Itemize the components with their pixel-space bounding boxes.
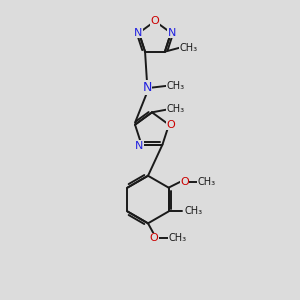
Text: CH₃: CH₃	[197, 177, 215, 187]
Text: CH₃: CH₃	[169, 233, 187, 243]
Text: O: O	[150, 233, 158, 243]
Text: N: N	[142, 81, 152, 94]
Text: CH₃: CH₃	[167, 81, 185, 91]
Text: N: N	[135, 141, 144, 151]
Text: CH₃: CH₃	[180, 43, 198, 53]
Text: CH₃: CH₃	[184, 206, 202, 216]
Text: O: O	[151, 16, 159, 26]
Text: N: N	[168, 28, 176, 38]
Text: O: O	[180, 177, 189, 187]
Text: O: O	[167, 120, 175, 130]
Text: N: N	[134, 28, 142, 38]
Text: CH₃: CH₃	[167, 104, 185, 114]
